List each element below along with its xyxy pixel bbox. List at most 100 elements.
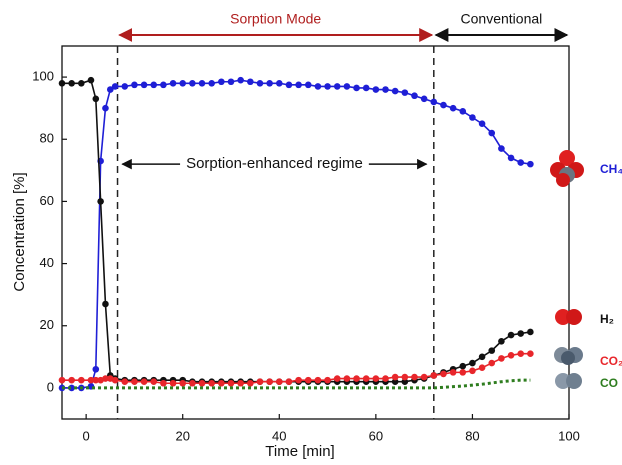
- data-point: [58, 376, 66, 384]
- x-tick-label: 0: [83, 428, 90, 443]
- data-point: [362, 375, 370, 382]
- data-point: [256, 378, 264, 386]
- data-point: [353, 84, 360, 92]
- data-point: [111, 376, 119, 384]
- data-point: [295, 376, 302, 384]
- series-label: CH₄: [600, 162, 622, 176]
- data-point: [111, 83, 119, 90]
- y-tick-label: 80: [40, 131, 54, 146]
- data-point: [382, 375, 389, 382]
- data-point: [87, 376, 95, 384]
- data-point: [266, 378, 273, 386]
- data-point: [131, 378, 138, 386]
- data-point: [440, 370, 447, 378]
- data-point: [488, 129, 496, 137]
- data-point: [343, 375, 351, 382]
- series-label: CO₂: [600, 354, 622, 368]
- plot-frame: [61, 45, 570, 420]
- y-tick-label: 100: [32, 69, 54, 84]
- data-point: [411, 373, 418, 381]
- data-point: [507, 331, 515, 339]
- data-point: [189, 80, 196, 87]
- data-point: [517, 330, 525, 337]
- data-point: [208, 80, 215, 87]
- data-point: [131, 81, 138, 89]
- data-point: [198, 379, 206, 387]
- data-point: [140, 378, 148, 386]
- data-point: [324, 83, 331, 90]
- data-point: [247, 78, 254, 86]
- data-point: [478, 120, 486, 128]
- data-point: [440, 101, 447, 109]
- data-point: [160, 379, 167, 387]
- data-point: [391, 378, 399, 386]
- data-point: [343, 83, 351, 90]
- data-point: [459, 369, 467, 376]
- data-point: [256, 80, 264, 87]
- series-line: [62, 79, 531, 383]
- data-point: [68, 376, 75, 384]
- series-line: [62, 79, 531, 389]
- data-point: [179, 80, 187, 87]
- data-point: [102, 300, 109, 308]
- data-point: [333, 375, 341, 382]
- data-point: [78, 376, 85, 384]
- x-tick-label: 100: [558, 428, 580, 443]
- data-point: [498, 145, 505, 152]
- data-point: [478, 364, 486, 372]
- data-point: [333, 83, 341, 90]
- x-tick-label: 20: [175, 428, 189, 443]
- data-point: [237, 379, 244, 387]
- data-point: [324, 376, 331, 384]
- data-point: [430, 372, 438, 379]
- data-point: [150, 81, 158, 89]
- data-point: [449, 369, 457, 376]
- data-point: [391, 87, 399, 95]
- data-point: [106, 86, 114, 93]
- data-point: [314, 376, 322, 384]
- data-point: [372, 375, 380, 382]
- data-point: [353, 375, 360, 382]
- data-point: [208, 379, 215, 387]
- data-point: [304, 81, 312, 89]
- data-point: [527, 350, 534, 358]
- data-point: [401, 89, 409, 96]
- x-tick-label: 60: [369, 428, 383, 443]
- data-point: [517, 350, 525, 358]
- data-point: [218, 78, 225, 86]
- data-point: [150, 378, 158, 386]
- data-point: [266, 80, 273, 87]
- data-point: [87, 76, 95, 84]
- y-tick-label: 60: [40, 193, 54, 208]
- data-point: [411, 92, 418, 100]
- molecule-icons: [550, 150, 584, 389]
- data-point: [507, 154, 515, 162]
- data-point: [227, 379, 235, 387]
- data-point: [275, 378, 283, 386]
- data-point: [459, 107, 467, 115]
- data-point: [420, 373, 428, 381]
- data-point: [247, 379, 254, 387]
- series-line: [62, 378, 531, 390]
- data-point: [362, 84, 370, 92]
- y-tick-label: 40: [40, 255, 54, 270]
- data-point: [102, 104, 109, 112]
- data-point: [401, 373, 409, 381]
- data-point: [401, 378, 409, 386]
- data-point: [169, 379, 177, 387]
- data-point: [430, 98, 438, 106]
- data-point: [78, 80, 85, 87]
- data-point: [92, 365, 100, 373]
- data-point: [68, 80, 75, 87]
- data-point: [179, 379, 187, 387]
- data-point: [449, 104, 457, 112]
- data-point: [218, 379, 225, 387]
- data-point: [382, 86, 389, 93]
- data-point: [121, 378, 129, 386]
- data-point: [237, 76, 244, 84]
- data-point: [314, 83, 322, 90]
- data-point: [102, 375, 109, 382]
- data-point: [469, 114, 476, 121]
- region-label: Sorption Mode: [230, 11, 321, 27]
- x-tick-label: 80: [465, 428, 479, 443]
